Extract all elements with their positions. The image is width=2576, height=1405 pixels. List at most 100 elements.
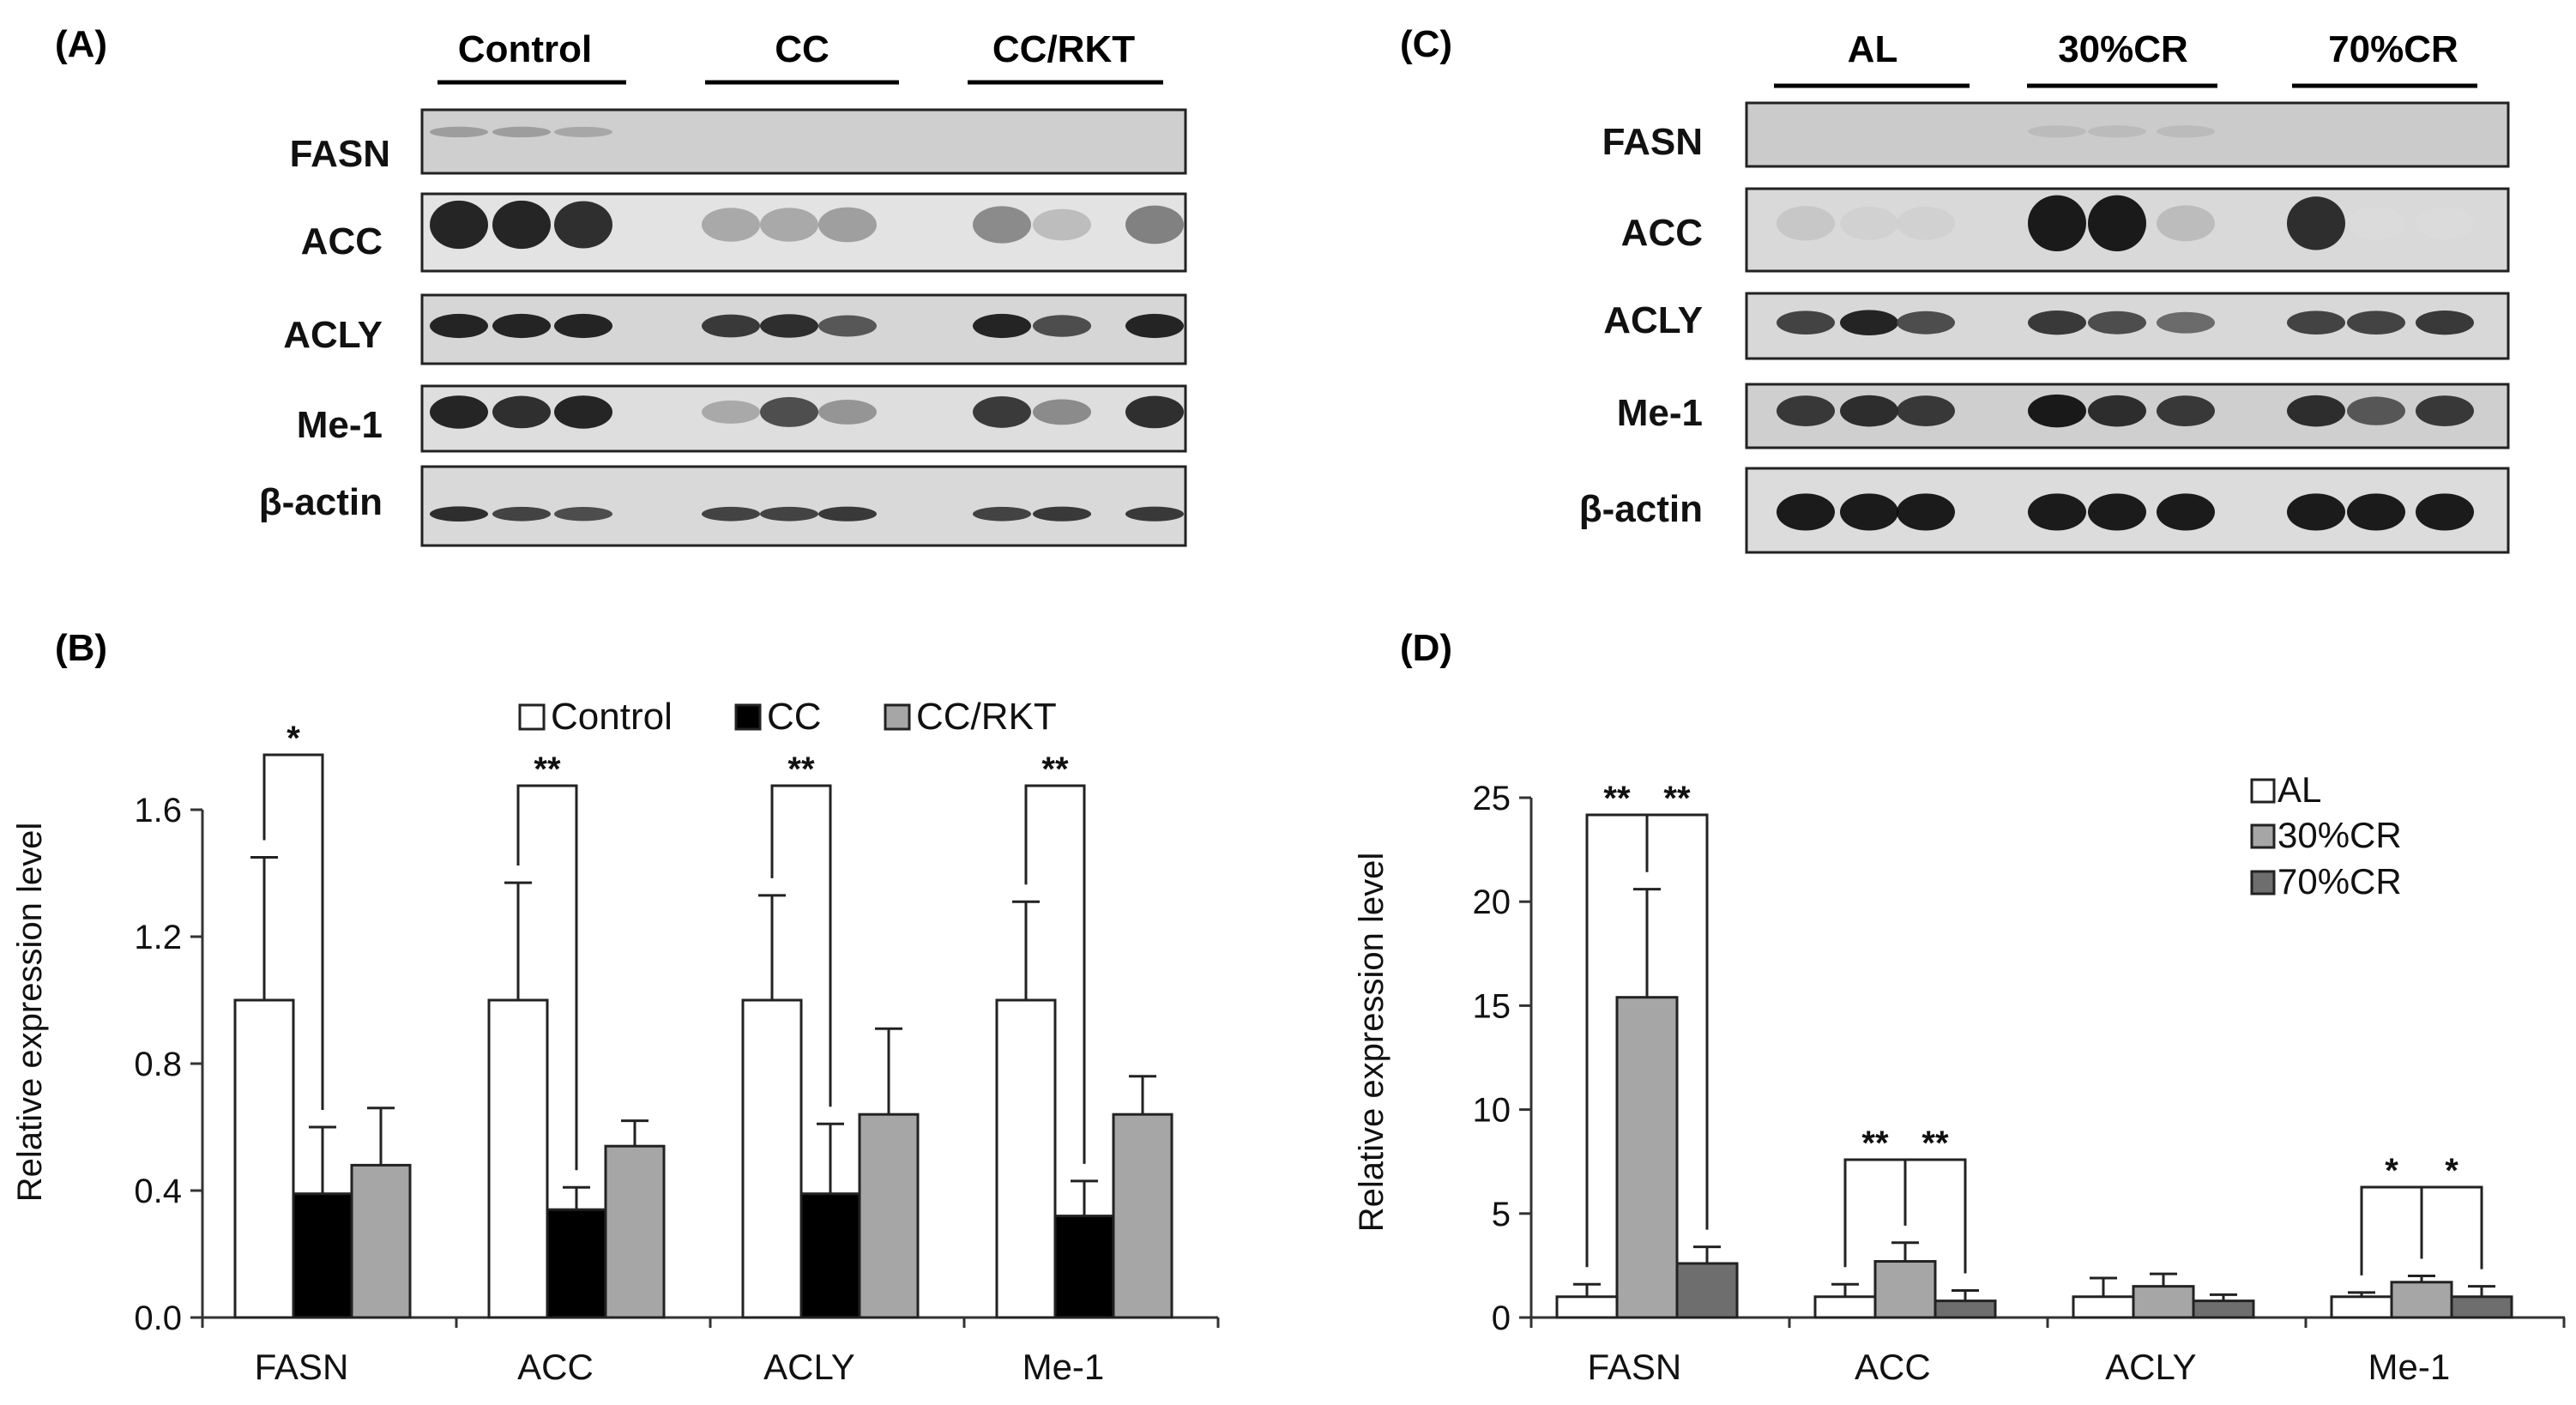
chart-b-bar-control-acly: [741, 998, 803, 1319]
chart-b-sig-label-me-1-3: **: [1041, 751, 1069, 788]
blot-a-label-acc: ACC: [301, 220, 383, 262]
chart-d-sig-bracket-me-1-5: [2420, 1185, 2483, 1269]
blot-c-band-beta-actin-lane-3: [1897, 493, 1955, 531]
chart-d-sig-bracket-fasn-1: [1645, 813, 1709, 1230]
blot-c-band-me-1-lane-7: [2287, 395, 2345, 427]
blot-a-band-me-1-lane-4: [702, 400, 760, 424]
blot-a-band-me-1-lane-1: [430, 395, 488, 429]
chart-b-sig-bracket-fasn-0: [262, 753, 324, 1110]
blot-c-band-acc-lane-4: [2028, 195, 2086, 251]
blot-a-label-fasn: FASN: [290, 133, 390, 175]
blot-a-label-acly: ACLY: [283, 314, 383, 356]
blot-c-band-me-1-lane-3: [1897, 395, 1955, 427]
blot-layer: [420, 80, 2510, 554]
chart-d-bar-al-acly: [2072, 1295, 2135, 1319]
blot-c-group-30cr: 30%CR: [2058, 28, 2188, 70]
blot-c-band-beta-actin-lane-5: [2088, 493, 2146, 531]
blot-a-group-cc: CC: [775, 28, 830, 70]
chart-d-legend-swatch-30-cr: [2250, 823, 2276, 849]
blot-c-band-acly-lane-8: [2347, 311, 2405, 335]
chart-b-ytick-label-0-8: 0.8: [134, 1046, 182, 1083]
chart-b-ylabel: Relative expression level: [11, 823, 49, 1202]
chart-d-sig-bracket-acc-3: [1903, 1158, 1967, 1274]
blot-a-band-acc-lane-4: [702, 208, 760, 242]
chart-d-ytick-label-15: 15: [1473, 987, 1511, 1025]
blot-c-band-acc-lane-6: [2157, 205, 2215, 242]
chart-d-legend-30cr-label: 30%CR: [2277, 815, 2402, 855]
blot-a-band-acly-lane-5: [760, 314, 818, 338]
blot-a-band-me-1-lane-6: [818, 399, 877, 425]
chart-b-legend-swatch-cc: [734, 703, 762, 731]
chart-b-sig-label-acc-1: **: [534, 751, 561, 788]
chart-b-bar-cc-acly: [799, 1192, 861, 1319]
chart-b-sig-bracket-acc-1: [516, 784, 578, 1171]
blot-a-band-beta-actin-lane-1: [430, 506, 488, 522]
blot-a-band-acly-lane-6: [818, 315, 877, 337]
blot-c-band-beta-actin-lane-7: [2287, 493, 2345, 531]
blot-a-group-control: Control: [458, 28, 592, 70]
blot-c-band-me-1-lane-1: [1777, 395, 1835, 427]
chart-b-category-label-fasn: FASN: [255, 1347, 349, 1387]
blot-c-band-acc-lane-3: [1897, 206, 1955, 240]
chart-b-legend-cc-rkt-label: CC/RKT: [916, 696, 1057, 738]
blot-a-band-fasn-lane-3: [554, 126, 612, 137]
chart-b-sig-bracket-acly-2: [770, 784, 832, 1107]
blot-a-band-me-1-lane-3: [554, 395, 612, 429]
blot-c-band-me-1-lane-6: [2157, 395, 2215, 427]
chart-b-ytick-label-1-6: 1.6: [134, 792, 182, 829]
chart-b-legend-swatch-control: [518, 703, 546, 731]
chart-d-bar-70-cr-acc: [1934, 1299, 1997, 1319]
blot-c-band-me-1-lane-8: [2347, 396, 2405, 425]
blot-c-band-beta-actin-lane-2: [1840, 493, 1898, 531]
chart-b-bar-control-me-1: [995, 998, 1057, 1319]
chart-d-ytick-label-20: 20: [1473, 883, 1511, 921]
blot-a-band-acc-lane-1: [430, 200, 488, 250]
blot-a-band-beta-actin-lane-6: [818, 506, 877, 522]
blot-a-label-beta-actin: β-actin: [259, 481, 383, 523]
blot-c-band-beta-actin-lane-1: [1777, 493, 1835, 531]
blot-c-band-acly-lane-1: [1777, 311, 1835, 335]
chart-d-sig-bracket-me-1-4: [2360, 1185, 2423, 1275]
blot-a-band-fasn-lane-1: [430, 126, 488, 138]
chart-d-ytick-label-0: 0: [1492, 1299, 1511, 1337]
blot-c-label-beta-actin: β-actin: [1579, 488, 1703, 530]
blot-c-band-beta-actin-lane-9: [2416, 493, 2474, 531]
blot-c-band-fasn-lane-5: [2088, 125, 2146, 138]
blot-c-band-beta-actin-lane-8: [2347, 493, 2405, 531]
blot-c-label-acc: ACC: [1621, 212, 1703, 254]
chart-b-ytick-label-0-0: 0.0: [134, 1299, 182, 1337]
chart-d-sig-label-fasn-0: **: [1603, 780, 1631, 817]
chart-d-bar-al-acc: [1813, 1295, 1877, 1319]
chart-b-legend-cc-label: CC: [767, 696, 822, 738]
blot-a-band-me-1-lane-7: [973, 395, 1031, 428]
blot-a-band-acly-lane-8: [1033, 315, 1091, 337]
blot-a-band-acly-lane-9: [1125, 313, 1184, 339]
chart-d-bar-al-me-1: [2330, 1295, 2393, 1319]
chart-d-bar-30-cr-acly: [2132, 1285, 2195, 1319]
chart-b-ytick-label-0-4: 0.4: [134, 1173, 182, 1210]
blot-c-band-acly-lane-5: [2088, 311, 2146, 335]
chart-d-category-label-acly: ACLY: [2105, 1347, 2197, 1387]
chart-d-bar-70-cr-me-1: [2450, 1295, 2513, 1319]
blot-a-band-beta-actin-lane-4: [702, 506, 760, 522]
panel-label-b: (B): [55, 627, 107, 669]
blot-c-band-acc-lane-8: [2347, 207, 2405, 240]
blot-c-band-acly-lane-6: [2157, 311, 2215, 334]
chart-b-category-label-acly: ACLY: [763, 1347, 855, 1387]
chart-b-bar-cc-rkt-me-1: [1112, 1113, 1173, 1319]
chart-d-sig-label-me-1-5: *: [2445, 1152, 2458, 1190]
blot-c-band-acly-lane-4: [2028, 311, 2086, 335]
blot-c-band-acc-lane-9: [2416, 207, 2474, 240]
blot-c-band-acly-lane-2: [1840, 310, 1898, 336]
chart-d-sig-label-acc-2: **: [1861, 1125, 1889, 1162]
chart-b-bar-cc-me-1: [1053, 1215, 1115, 1319]
chart-d-bar-70-cr-fasn: [1675, 1262, 1739, 1319]
chart-b-bar-control-acc: [487, 998, 549, 1319]
chart-b-category-label-acc: ACC: [517, 1347, 594, 1387]
chart-b-legend-control-label: Control: [551, 696, 673, 738]
blot-a-band-acly-lane-7: [973, 313, 1031, 339]
blot-a-band-beta-actin-lane-2: [492, 506, 551, 522]
blot-a-label-me1: Me-1: [297, 404, 383, 446]
